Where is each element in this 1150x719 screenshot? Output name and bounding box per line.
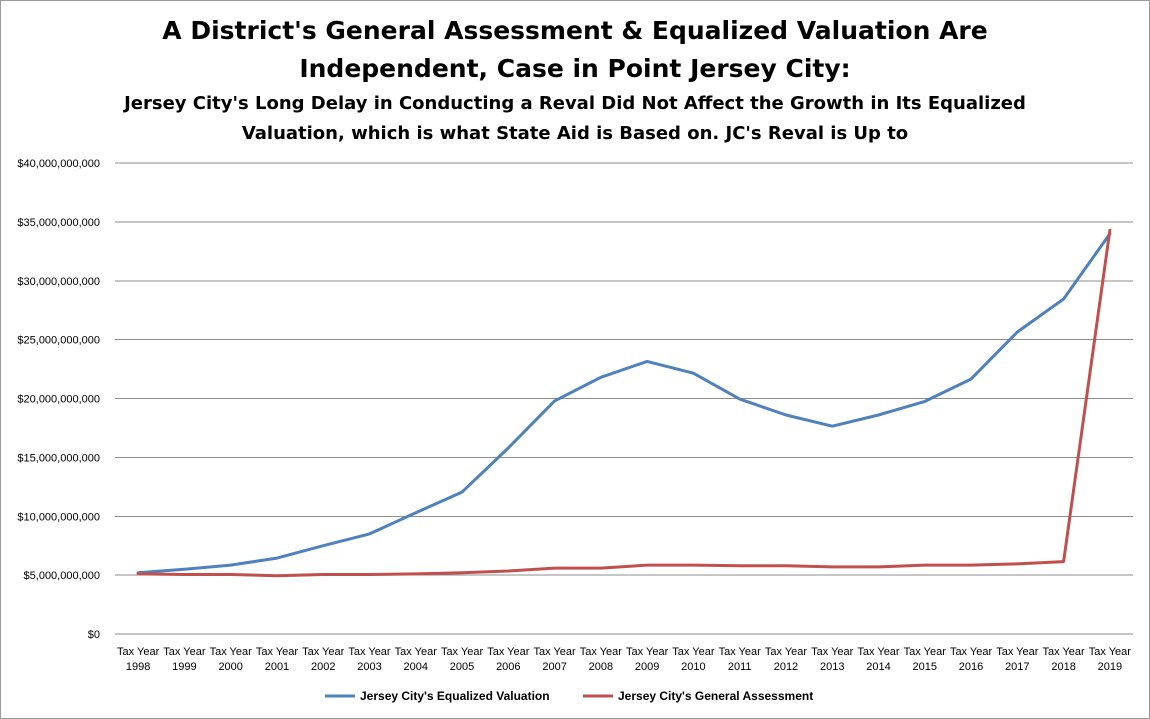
x-tick-label-line1: Tax Year (950, 646, 993, 658)
chart-title-line2: Independent, Case in Point Jersey City: (299, 54, 851, 83)
x-tick-label: Tax Year 2014 (857, 646, 900, 673)
x-tick-label: Tax Year 2009 (626, 646, 669, 673)
x-tick-label-line1: Tax Year (395, 646, 438, 658)
x-tick-label-line2: 2002 (311, 661, 335, 673)
x-tick-label: Tax Year 2002 (302, 646, 345, 673)
x-tick-label-line2: 2011 (728, 661, 752, 673)
x-tick-label-line2: 2010 (681, 661, 705, 673)
chart-subtitle: Jersey City's Long Delay in Conducting a… (124, 93, 1026, 114)
x-tick-label-line2: 2006 (496, 661, 520, 673)
x-tick-label: Tax Year 2015 (904, 646, 947, 673)
x-tick-label: Tax Year 2003 (348, 646, 391, 673)
x-tick-label: Tax Year 2007 (533, 646, 576, 673)
x-tick-label-line1: Tax Year (580, 646, 623, 658)
y-tick-label: $10,000,000,000 (17, 511, 100, 523)
x-tick-label-line1: Tax Year (256, 646, 299, 658)
x-tick-label-line1: Tax Year (302, 646, 345, 658)
x-tick-label-line1: Tax Year (765, 646, 808, 658)
x-tick-label: Tax Year 2011 (719, 646, 762, 673)
x-tick-label: Tax Year 2018 (1042, 646, 1085, 673)
y-tick-label: $20,000,000,000 (17, 394, 100, 406)
x-tick-label-line2: 1998 (126, 661, 150, 673)
legend-label-1: Jersey City's General Assessment (618, 689, 813, 703)
x-tick-label-line2: 2000 (218, 661, 242, 673)
x-tick-label-line2: 2016 (959, 661, 983, 673)
x-tick-label-line2: 2004 (404, 661, 428, 673)
chart-subtitle-line2: Valuation, which is what State Aid is Ba… (241, 123, 909, 144)
x-tick-label-line1: Tax Year (811, 646, 854, 658)
x-tick-label: Tax Year 1999 (163, 646, 206, 673)
x-tick-label-line2: 2019 (1098, 661, 1122, 673)
x-tick-label-line2: 2012 (774, 661, 798, 673)
x-tick-label: Tax Year 1998 (117, 646, 160, 673)
x-tick-label-line2: 2013 (820, 661, 844, 673)
y-tick-label: $0 (88, 629, 100, 641)
x-tick-label-line2: 2014 (866, 661, 890, 673)
x-tick-label-line1: Tax Year (533, 646, 576, 658)
x-tick-label: Tax Year 2012 (765, 646, 808, 673)
x-tick-label-line1: Tax Year (672, 646, 715, 658)
x-tick-label-line2: 2017 (1005, 661, 1029, 673)
x-tick-label: Tax Year 2016 (950, 646, 993, 673)
x-tick-label-line1: Tax Year (1089, 646, 1132, 658)
x-tick-label-line1: Tax Year (441, 646, 484, 658)
x-tick-label-line2: 2015 (913, 661, 937, 673)
x-tick-label: Tax Year 2017 (996, 646, 1039, 673)
x-tick-label: Tax Year 2000 (210, 646, 253, 673)
x-tick-label-line1: Tax Year (210, 646, 253, 658)
x-tick-label: Tax Year 2006 (487, 646, 530, 673)
y-tick-label: $25,000,000,000 (17, 335, 100, 347)
x-tick-label-line2: 2003 (357, 661, 381, 673)
x-tick-label: Tax Year 2005 (441, 646, 484, 673)
x-tick-label-line1: Tax Year (904, 646, 947, 658)
chart-title: A District's General Assessment & Equali… (162, 16, 988, 45)
x-tick-label-line1: Tax Year (857, 646, 900, 658)
x-tick-label-line1: Tax Year (626, 646, 669, 658)
y-tick-label: $40,000,000,000 (17, 158, 100, 170)
series-line-0 (136, 232, 1112, 575)
x-tick-label-line2: 2005 (450, 661, 474, 673)
x-tick-label: Tax Year 2010 (672, 646, 715, 673)
y-tick-label: $35,000,000,000 (17, 217, 100, 229)
x-tick-label: Tax Year 2019 (1089, 646, 1132, 673)
x-tick-label-line1: Tax Year (117, 646, 160, 658)
x-tick-label-line1: Tax Year (348, 646, 391, 658)
x-tick-label-line2: 2001 (265, 661, 289, 673)
x-tick-label-line1: Tax Year (1042, 646, 1085, 658)
x-tick-label-line2: 2018 (1051, 661, 1075, 673)
series-line-1 (136, 228, 1112, 578)
x-tick-label: Tax Year 2004 (395, 646, 438, 673)
x-tick-label: Tax Year 2001 (256, 646, 299, 673)
x-tick-label-line2: 2009 (635, 661, 659, 673)
x-tick-label-line2: 2008 (589, 661, 613, 673)
x-tick-label: Tax Year 2008 (580, 646, 623, 673)
x-tick-label-line1: Tax Year (719, 646, 762, 658)
x-tick-label: Tax Year 2013 (811, 646, 854, 673)
x-tick-label-line1: Tax Year (163, 646, 206, 658)
legend-label-0: Jersey City's Equalized Valuation (360, 689, 550, 703)
y-tick-label: $15,000,000,000 (17, 452, 100, 464)
x-tick-label-line1: Tax Year (487, 646, 530, 658)
x-tick-label-line2: 2007 (542, 661, 566, 673)
x-tick-label-line2: 1999 (172, 661, 196, 673)
y-tick-label: $30,000,000,000 (17, 276, 100, 288)
x-tick-label-line1: Tax Year (996, 646, 1039, 658)
y-tick-label: $5,000,000,000 (24, 570, 100, 582)
